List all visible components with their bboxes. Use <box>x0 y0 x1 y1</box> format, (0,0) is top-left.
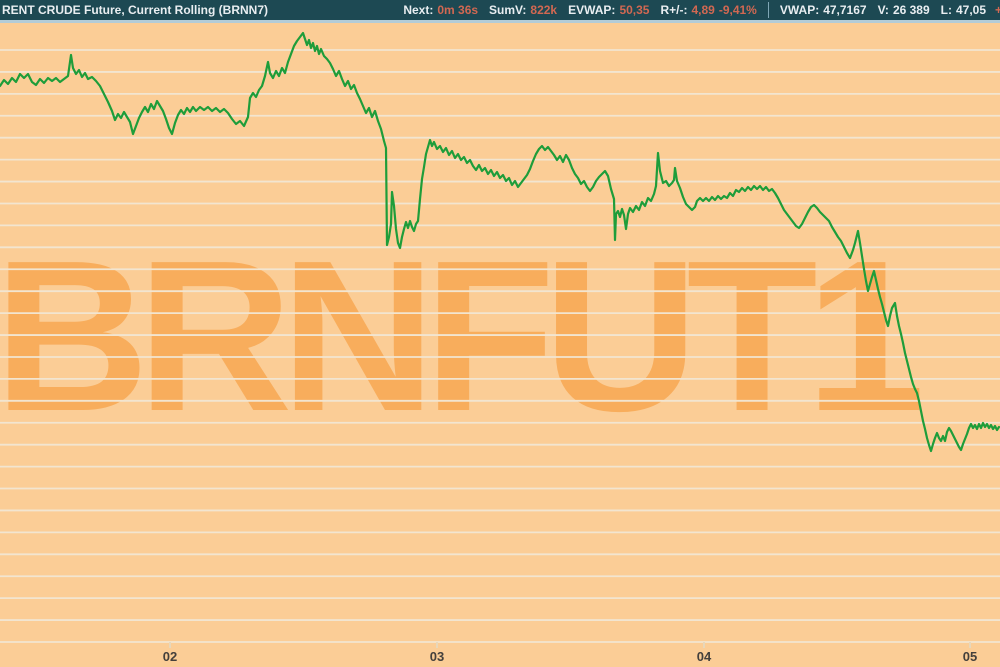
field-range-value: 4,89 <box>691 3 715 17</box>
x-axis-label: 05 <box>963 649 977 664</box>
field-vwap-value: 47,7167 <box>823 3 867 17</box>
x-axis-label: 02 <box>163 649 177 664</box>
field-vwap: VWAP: 47,7167 <box>780 3 867 17</box>
field-volume: V: 26 389 <box>878 3 930 17</box>
field-evwap: EVWAP: 50,35 <box>568 3 649 17</box>
field-evwap-label: EVWAP: <box>568 3 616 17</box>
titlebar: RENT CRUDE Future, Current Rolling (BRNN… <box>0 0 1000 20</box>
chart-title: RENT CRUDE Future, Current Rolling (BRNN… <box>2 3 268 17</box>
chart-svg: 02 03 04 05 <box>0 31 1000 664</box>
field-range-label: R+/-: <box>660 3 688 17</box>
field-range: R+/-: 4,89 -9,41% <box>660 3 756 17</box>
field-sumv: SumV: 822k <box>489 3 557 17</box>
field-volume-value: 26 389 <box>892 3 930 17</box>
field-evwap-value: 50,35 <box>619 3 650 17</box>
field-last: L: 47,05 <box>941 3 986 17</box>
field-next-label: Next: <box>403 3 434 17</box>
header-bottom-strip <box>0 20 1000 23</box>
field-last-label: L: <box>940 3 952 17</box>
field-vwap-label: VWAP: <box>779 3 820 17</box>
field-last-value: 47,05 <box>955 3 986 17</box>
x-axis-label: 04 <box>697 649 712 664</box>
field-sumv-label: SumV: <box>489 3 527 17</box>
field-next-value: 0m 36s <box>437 3 479 17</box>
field-range-percent: -9,41% <box>718 3 757 17</box>
field-volume-label: V: <box>877 3 889 17</box>
header-separator <box>767 2 769 18</box>
clipped-edge-fragment: + <box>995 3 1000 17</box>
price-line <box>0 31 1000 453</box>
x-axis-label: 03 <box>430 649 444 664</box>
chart-area[interactable]: BRNFUT1 02 03 04 05 <box>0 23 1000 667</box>
header-fields: Next: 0m 36s SumV: 822k EVWAP: 50,35 R+/… <box>392 2 1000 18</box>
field-next: Next: 0m 36s <box>403 3 478 17</box>
field-sumv-value: 822k <box>530 3 558 17</box>
